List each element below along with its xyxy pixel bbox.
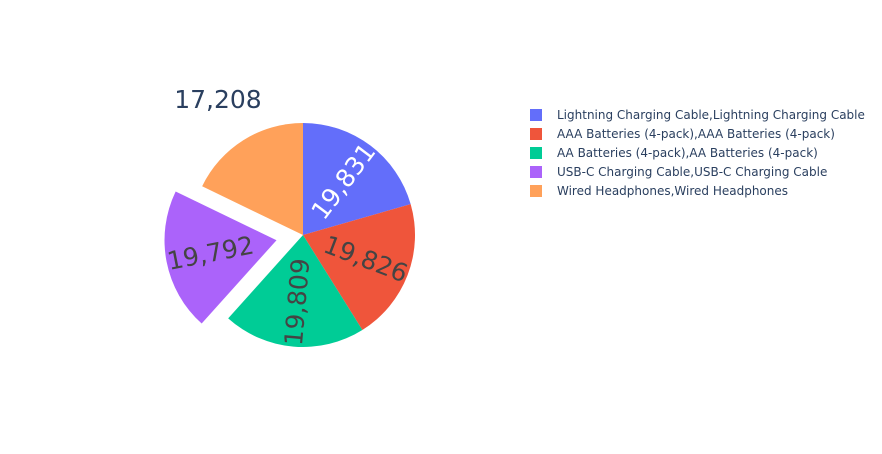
pie-slice-wired-headphones[interactable] — [202, 123, 303, 235]
legend-item-aaa-batteries-4-pack[interactable]: AAA Batteries (4-pack),AAA Batteries (4-… — [530, 127, 835, 141]
pie-slices — [164, 123, 416, 347]
legend-item-usb-c-charging-cable[interactable]: USB-C Charging Cable,USB-C Charging Cabl… — [530, 165, 827, 179]
pie-slice-usb-c-charging-cable[interactable] — [164, 191, 277, 324]
legend-item-wired-headphones[interactable]: Wired Headphones,Wired Headphones — [530, 184, 788, 198]
legend: Lightning Charging Cable,Lightning Charg… — [530, 108, 865, 198]
value-label-wired-headphones: 17,208 — [174, 85, 261, 114]
legend-label-lightning-charging-cable: Lightning Charging Cable,Lightning Charg… — [557, 108, 865, 122]
legend-swatch-lightning-charging-cable — [530, 109, 542, 121]
legend-swatch-wired-headphones — [530, 185, 542, 197]
legend-swatch-aa-batteries-4-pack — [530, 147, 542, 159]
legend-item-lightning-charging-cable[interactable]: Lightning Charging Cable,Lightning Charg… — [530, 108, 865, 122]
legend-label-wired-headphones: Wired Headphones,Wired Headphones — [557, 184, 788, 198]
legend-swatch-aaa-batteries-4-pack — [530, 128, 542, 140]
legend-label-usb-c-charging-cable: USB-C Charging Cable,USB-C Charging Cabl… — [557, 165, 827, 179]
legend-item-aa-batteries-4-pack[interactable]: AA Batteries (4-pack),AA Batteries (4-pa… — [530, 146, 818, 160]
pie-slice-lightning-charging-cable[interactable] — [303, 123, 411, 235]
legend-swatch-usb-c-charging-cable — [530, 166, 542, 178]
legend-label-aa-batteries-4-pack: AA Batteries (4-pack),AA Batteries (4-pa… — [557, 146, 818, 160]
legend-label-aaa-batteries-4-pack: AAA Batteries (4-pack),AAA Batteries (4-… — [557, 127, 835, 141]
pie-slice-aaa-batteries-4-pack[interactable] — [303, 204, 416, 330]
pie-slice-aa-batteries-4-pack[interactable] — [228, 235, 363, 347]
